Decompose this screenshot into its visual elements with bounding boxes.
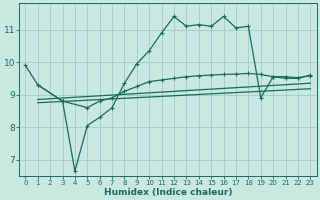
X-axis label: Humidex (Indice chaleur): Humidex (Indice chaleur) — [104, 188, 232, 197]
